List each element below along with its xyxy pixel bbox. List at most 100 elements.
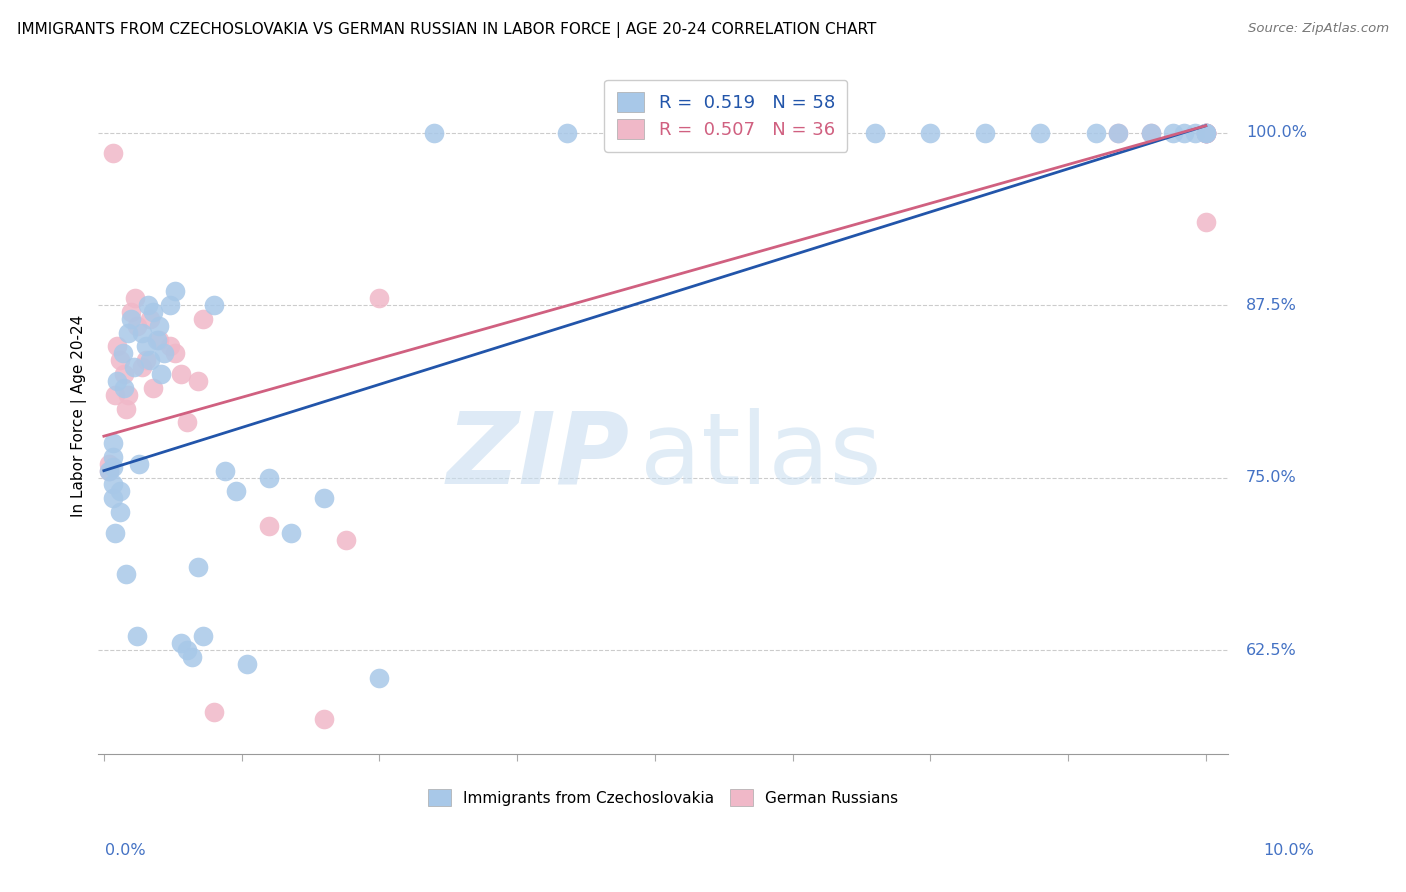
Point [280, 525, 302, 540]
Text: IMMIGRANTS FROM CZECHOSLOVAKIA VS GERMAN RUSSIAN IN LABOR FORCE | AGE 20-24 CORR: IMMIGRANTS FROM CZECHOSLOVAKIA VS GERMAN… [17, 22, 876, 38]
Point [145, 333, 167, 347]
Point [124, 291, 146, 305]
Point [150, 367, 173, 381]
Point [98, 457, 121, 471]
Text: ZIP: ZIP [446, 408, 630, 505]
Point [131, 360, 153, 375]
Legend: Immigrants from Czechoslovakia, German Russians: Immigrants from Czechoslovakia, German R… [420, 781, 905, 814]
Point [257, 470, 280, 484]
Y-axis label: In Labor Force | Age 20-24: In Labor Force | Age 20-24 [72, 314, 87, 516]
Point [115, 567, 138, 582]
Point [1195, 126, 1218, 140]
Point [423, 126, 446, 140]
Point [1195, 126, 1218, 140]
Point [202, 298, 225, 312]
Point [112, 381, 135, 395]
Point [110, 505, 132, 519]
Text: 0.0%: 0.0% [105, 843, 146, 858]
Point [131, 326, 153, 340]
Point [104, 525, 127, 540]
Point [101, 491, 124, 506]
Point [1195, 126, 1218, 140]
Point [1184, 126, 1206, 140]
Point [170, 636, 193, 650]
Point [225, 484, 247, 499]
Point [1029, 126, 1052, 140]
Point [115, 401, 138, 416]
Point [120, 312, 142, 326]
Point [101, 450, 124, 464]
Point [101, 146, 124, 161]
Point [104, 388, 127, 402]
Point [1139, 126, 1161, 140]
Point [555, 126, 578, 140]
Point [368, 671, 391, 685]
Point [139, 312, 162, 326]
Point [214, 464, 236, 478]
Point [1195, 126, 1218, 140]
Point [122, 360, 145, 375]
Point [111, 346, 134, 360]
Point [117, 388, 139, 402]
Point [117, 326, 139, 340]
Point [1195, 126, 1218, 140]
Point [754, 126, 776, 140]
Point [863, 126, 886, 140]
Point [148, 318, 170, 333]
Point [135, 353, 157, 368]
Point [105, 374, 128, 388]
Text: 87.5%: 87.5% [1246, 298, 1296, 312]
Point [165, 346, 187, 360]
Point [202, 705, 225, 719]
Point [159, 298, 181, 312]
Point [1195, 215, 1218, 229]
Point [125, 318, 148, 333]
Point [974, 126, 997, 140]
Point [139, 353, 162, 368]
Point [314, 712, 336, 726]
Point [128, 457, 150, 471]
Text: 62.5%: 62.5% [1246, 642, 1296, 657]
Point [335, 533, 357, 547]
Text: 100.0%: 100.0% [1246, 125, 1308, 140]
Point [170, 367, 193, 381]
Point [186, 374, 208, 388]
Point [314, 491, 336, 506]
Point [136, 298, 159, 312]
Point [236, 657, 259, 671]
Point [1195, 126, 1218, 140]
Point [165, 285, 187, 299]
Point [153, 346, 176, 360]
Point [101, 459, 124, 474]
Point [181, 649, 204, 664]
Point [120, 305, 142, 319]
Point [125, 629, 148, 643]
Text: 10.0%: 10.0% [1264, 843, 1315, 858]
Point [368, 291, 391, 305]
Point [1107, 126, 1129, 140]
Point [257, 519, 280, 533]
Point [101, 477, 124, 491]
Point [105, 339, 128, 353]
Point [110, 484, 132, 499]
Text: atlas: atlas [641, 408, 882, 505]
Point [98, 464, 121, 478]
Point [101, 436, 124, 450]
Point [176, 416, 198, 430]
Point [142, 381, 165, 395]
Point [186, 560, 208, 574]
Point [920, 126, 942, 140]
Point [1139, 126, 1161, 140]
Point [1084, 126, 1107, 140]
Point [808, 126, 831, 140]
Point [110, 353, 132, 368]
Point [1107, 126, 1129, 140]
Point [98, 464, 121, 478]
Point [135, 339, 157, 353]
Point [176, 643, 198, 657]
Point [1161, 126, 1184, 140]
Point [112, 367, 135, 381]
Point [142, 305, 165, 319]
Text: Source: ZipAtlas.com: Source: ZipAtlas.com [1249, 22, 1389, 36]
Point [148, 333, 170, 347]
